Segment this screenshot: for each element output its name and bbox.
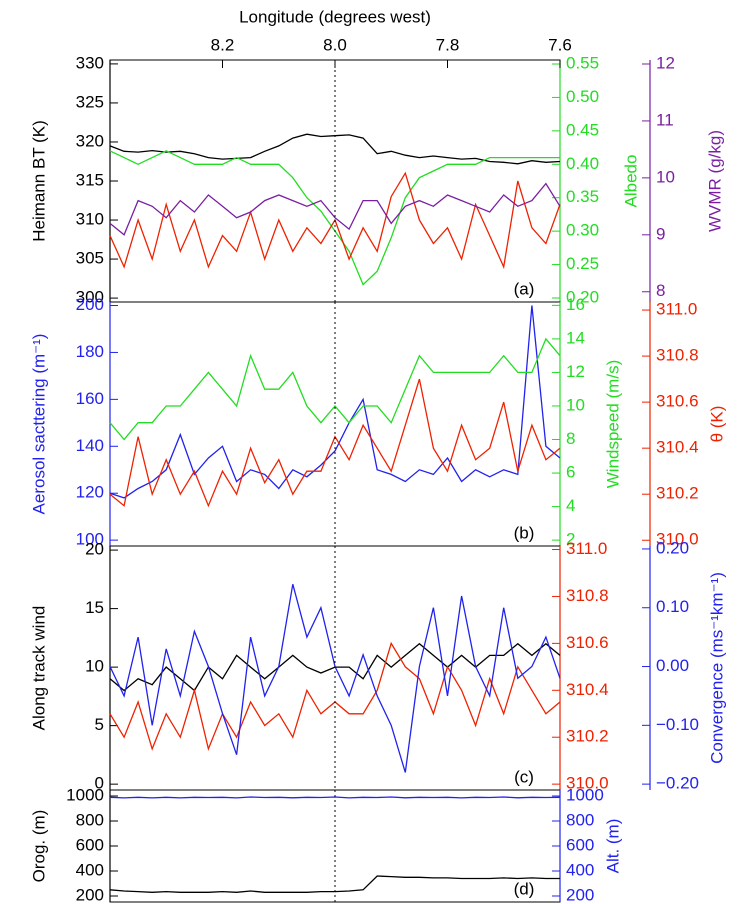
- y-tick-label: 1000: [66, 785, 104, 804]
- y-tick-label: 325: [76, 92, 104, 111]
- y-tick-label: −0.20: [656, 774, 699, 793]
- y-tick-label: 400: [566, 860, 594, 879]
- y-tick-label: 160: [76, 389, 104, 408]
- y-tick-label: 15: [85, 598, 104, 617]
- y-tick-label: 14: [566, 328, 585, 347]
- y-tick-label: 10: [656, 167, 675, 186]
- y-tick-label: 310.8: [656, 346, 699, 365]
- axis-title: Aerosol sacttering (m⁻¹): [29, 334, 48, 515]
- axis-title: WVMR (g/kg): [705, 130, 724, 232]
- y-tick-label: 9: [656, 224, 665, 243]
- y-tick-label: 310.8: [566, 586, 609, 605]
- y-tick-label: 600: [566, 835, 594, 854]
- y-tick-label: 20: [85, 540, 104, 559]
- y-tick-label: −0.10: [656, 715, 699, 734]
- axis-title: Alt. (m): [603, 819, 622, 874]
- y-tick-label: 400: [76, 860, 104, 879]
- y-tick-label: 310.0: [656, 530, 699, 549]
- series-line: [109, 305, 561, 499]
- y-tick-label: 0.35: [566, 187, 599, 206]
- y-tick-label: 310.6: [656, 392, 699, 411]
- series-line: [109, 875, 560, 893]
- y-tick-label: 10: [85, 657, 104, 676]
- y-tick-label: 310.2: [566, 727, 609, 746]
- y-tick-label: 800: [76, 810, 104, 829]
- y-tick-label: 0: [95, 774, 104, 793]
- x-axis-title: Longitude (degrees west): [239, 7, 431, 26]
- y-tick-label: 120: [76, 483, 104, 502]
- y-tick-label: 0.25: [566, 254, 599, 273]
- y-tick-label: 800: [566, 810, 594, 829]
- axis-title: Convergence (ms⁻¹km⁻¹): [707, 572, 726, 764]
- x-tick-label: 7.6: [548, 35, 572, 54]
- x-tick-label: 8.2: [211, 35, 235, 54]
- panel-label: (d): [514, 879, 535, 898]
- panel-label: (c): [514, 767, 534, 786]
- y-tick-label: 0.45: [566, 120, 599, 139]
- y-tick-label: 311.0: [656, 300, 697, 319]
- series-line: [109, 337, 561, 441]
- y-tick-label: 320: [76, 131, 104, 150]
- y-tick-label: 2: [566, 530, 575, 549]
- axis-title: Along track wind: [29, 606, 48, 731]
- y-tick-label: 330: [76, 53, 104, 72]
- y-tick-label: 0.55: [566, 53, 599, 72]
- y-tick-label: 11: [656, 110, 674, 129]
- y-tick-label: 12: [656, 53, 675, 72]
- y-tick-label: 1000: [566, 785, 604, 804]
- y-tick-label: 310.0: [566, 774, 609, 793]
- y-tick-label: 310.2: [656, 484, 699, 503]
- y-tick-label: 0.00: [656, 656, 689, 675]
- axis-title: Windspeed (m/s): [603, 360, 622, 488]
- y-tick-label: 6: [566, 463, 575, 482]
- axis-title: Albedo: [621, 155, 640, 208]
- y-tick-label: 310.4: [656, 438, 699, 457]
- panel-label: (b): [514, 523, 535, 542]
- y-tick-label: 180: [76, 342, 104, 361]
- series-line: [109, 378, 561, 508]
- y-tick-label: 200: [76, 885, 104, 904]
- y-tick-label: 0.50: [566, 87, 599, 106]
- panel-label: (a): [514, 279, 535, 298]
- series-line: [109, 796, 561, 799]
- x-tick-label: 7.8: [436, 35, 460, 54]
- y-tick-label: 0.20: [656, 538, 689, 557]
- y-tick-label: 10: [566, 395, 585, 414]
- y-tick-label: 0.30: [566, 221, 599, 240]
- y-tick-label: 200: [566, 885, 594, 904]
- y-tick-label: 310.6: [566, 633, 609, 652]
- x-tick-label: 8.0: [323, 35, 347, 54]
- series-line: [109, 182, 561, 236]
- y-tick-label: 311.0: [566, 539, 607, 558]
- y-tick-label: 5: [95, 715, 104, 734]
- y-tick-label: 315: [76, 170, 104, 189]
- y-tick-label: 300: [76, 288, 104, 307]
- y-tick-label: 0.40: [566, 154, 599, 173]
- y-tick-label: 4: [566, 496, 575, 515]
- y-tick-label: 8: [656, 281, 665, 300]
- y-tick-label: 0.20: [566, 287, 599, 306]
- axis-title: Heimann BT (K): [29, 120, 48, 242]
- y-tick-label: 305: [76, 249, 104, 268]
- y-tick-label: 0.10: [656, 597, 689, 616]
- y-tick-label: 600: [76, 835, 104, 854]
- series-line: [109, 133, 561, 165]
- y-tick-label: 16: [566, 295, 585, 314]
- y-tick-label: 310.4: [566, 680, 609, 699]
- y-tick-label: 8: [566, 429, 575, 448]
- axis-title: Orog. (m): [29, 810, 48, 883]
- y-tick-label: 12: [566, 362, 585, 381]
- y-tick-label: 100: [76, 530, 104, 549]
- y-tick-label: 310: [76, 210, 104, 229]
- axis-title: θ (K): [707, 406, 726, 443]
- y-tick-label: 200: [76, 295, 104, 314]
- y-tick-label: 140: [76, 436, 104, 455]
